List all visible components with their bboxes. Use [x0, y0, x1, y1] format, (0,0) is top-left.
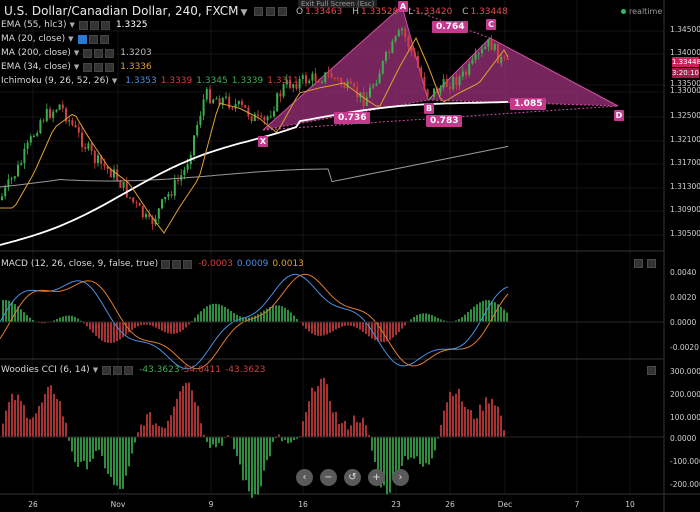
compare-icon[interactable] — [254, 7, 263, 16]
macd-tick: 0.0020 — [670, 293, 697, 302]
indicator-macd[interactable]: MACD (12, 26, close, 9, false, true) -0.… — [1, 259, 304, 269]
chevron-down-icon[interactable]: ▼ — [73, 49, 80, 57]
macd-tick: 0.0000 — [670, 318, 697, 327]
settings-icon[interactable] — [172, 259, 182, 269]
close-icon[interactable] — [99, 34, 109, 44]
close-icon[interactable] — [100, 20, 110, 30]
ratio-label-ac: 0.736 — [334, 112, 371, 124]
indicator-ema55[interactable]: EMA (55, hlc3) ▼ 1.3325 — [1, 20, 148, 30]
indicator-ma200[interactable]: MA (200, close) ▼ 1.3203 — [1, 48, 152, 58]
visibility-icon[interactable] — [83, 48, 93, 58]
ema34-line — [0, 36, 509, 234]
time-tick: 16 — [298, 500, 308, 509]
close-icon[interactable] — [124, 365, 134, 375]
price-tick: 1.30500 — [670, 229, 700, 238]
ratio-label-bd: 0.783 — [426, 115, 463, 127]
close-icon[interactable] — [183, 259, 193, 269]
scroll-right-button[interactable]: › — [392, 469, 409, 486]
time-tick: Dec — [497, 500, 513, 509]
visibility-icon[interactable] — [102, 365, 112, 375]
price-tick: 1.33000 — [670, 86, 700, 95]
cci-tick: -100.0000 — [670, 457, 700, 466]
settings-icon[interactable] — [266, 7, 275, 16]
macd-line — [0, 273, 509, 370]
cci-tick: 300.0000 — [670, 367, 700, 376]
visibility-icon[interactable] — [83, 62, 93, 72]
zoom-out-button[interactable]: − — [320, 469, 337, 486]
settings-icon[interactable] — [113, 365, 123, 375]
pattern-point-a[interactable]: A — [398, 1, 408, 12]
exit-fullscreen-hint: Exit Full Screen (Esc) — [298, 0, 378, 8]
cci-tick: 100.0000 — [670, 413, 700, 422]
macd-tick: 0.0040 — [670, 268, 697, 277]
settings-icon[interactable] — [94, 62, 104, 72]
ratio-label-xd: 1.085 — [510, 98, 547, 110]
indicator-ma20[interactable]: MA (20, close) ▼ — [1, 33, 111, 45]
time-tick: 23 — [391, 500, 401, 509]
time-tick: 7 — [574, 500, 580, 509]
pane-maximize-icon[interactable] — [647, 259, 656, 268]
grid-lines — [0, 0, 664, 494]
bar-countdown-tag: 3:20:10 — [672, 68, 699, 78]
scroll-left-button[interactable]: ‹ — [296, 469, 313, 486]
chevron-down-icon[interactable]: ▼ — [69, 21, 75, 29]
time-tick: Nov — [110, 500, 126, 509]
chevron-down-icon[interactable]: ▼ — [240, 8, 248, 18]
pane-maximize-icon[interactable] — [647, 366, 656, 375]
symbol-title: U.S. Dollar/Canadian Dollar, 240, FXCM — [4, 4, 239, 18]
price-tick: 1.32500 — [670, 111, 700, 120]
indicator-ichimoku[interactable]: Ichimoku (9, 26, 52, 26) ▼ 1.3353 1.3339 … — [1, 76, 299, 86]
settings-icon[interactable] — [94, 48, 104, 58]
ratio-label-xb: 0.764 — [432, 21, 469, 33]
settings-icon[interactable] — [88, 34, 98, 44]
visibility-icon[interactable] — [77, 34, 87, 44]
price-tick: 1.30900 — [670, 205, 700, 214]
ma200-line — [0, 145, 509, 188]
macd-signal-line — [0, 273, 509, 370]
visibility-icon[interactable] — [161, 259, 171, 269]
macd-tick: -0.0020 — [670, 343, 699, 352]
price-candles — [1, 25, 509, 230]
cci-tick: -200.0000 — [670, 480, 700, 489]
pattern-point-x[interactable]: X — [258, 136, 268, 147]
chevron-down-icon[interactable]: ▼ — [111, 77, 118, 85]
chevron-down-icon[interactable]: ▼ — [92, 366, 99, 374]
close-icon[interactable] — [105, 62, 115, 72]
realtime-status: realtime — [621, 7, 662, 16]
zoom-in-button[interactable]: + — [368, 469, 385, 486]
ema55-line — [0, 101, 509, 246]
ohlc-readout: O 1.33463 H 1.33528 L 1.33420 C 1.33448 — [296, 7, 508, 17]
price-tick: 1.31300 — [670, 182, 700, 191]
time-tick: 26 — [28, 500, 38, 509]
pane-collapse-icon[interactable] — [634, 259, 643, 268]
price-tick: 1.34000 — [670, 48, 700, 57]
settings-icon[interactable] — [89, 20, 99, 30]
indicator-ema34[interactable]: EMA (34, close) ▼ 1.3336 — [1, 62, 152, 72]
price-tick: 1.33500 — [670, 79, 700, 88]
cci-tick: 0.0000 — [670, 434, 697, 443]
visibility-icon[interactable] — [78, 20, 88, 30]
live-dot-icon — [621, 9, 626, 14]
pattern-point-b[interactable]: B — [424, 103, 434, 114]
price-tick: 1.32100 — [670, 135, 700, 144]
chart-title[interactable]: U.S. Dollar/Canadian Dollar, 240, FXCM ▼ — [4, 4, 251, 18]
indicator-woodies-cci[interactable]: Woodies CCI (6, 14) ▼ -43.3623 -54.0411 -… — [1, 365, 266, 375]
last-price-tag: 1.33448 — [672, 57, 700, 67]
chevron-down-icon[interactable]: ▼ — [68, 35, 74, 43]
price-tick: 1.34500 — [670, 25, 700, 34]
reset-chart-button[interactable]: ↺ — [344, 469, 361, 486]
chevron-down-icon[interactable]: ▼ — [73, 63, 80, 71]
indicators-icon[interactable] — [278, 7, 287, 16]
cci-tick: 200.0000 — [670, 390, 700, 399]
time-tick: 26 — [445, 500, 455, 509]
pattern-point-c[interactable]: C — [486, 19, 496, 30]
time-tick: 10 — [625, 500, 635, 509]
cci-histogram — [2, 377, 508, 498]
time-tick: 9 — [208, 500, 214, 509]
pattern-point-d[interactable]: D — [614, 110, 624, 121]
price-tick: 1.31700 — [670, 158, 700, 167]
close-icon[interactable] — [105, 48, 115, 58]
